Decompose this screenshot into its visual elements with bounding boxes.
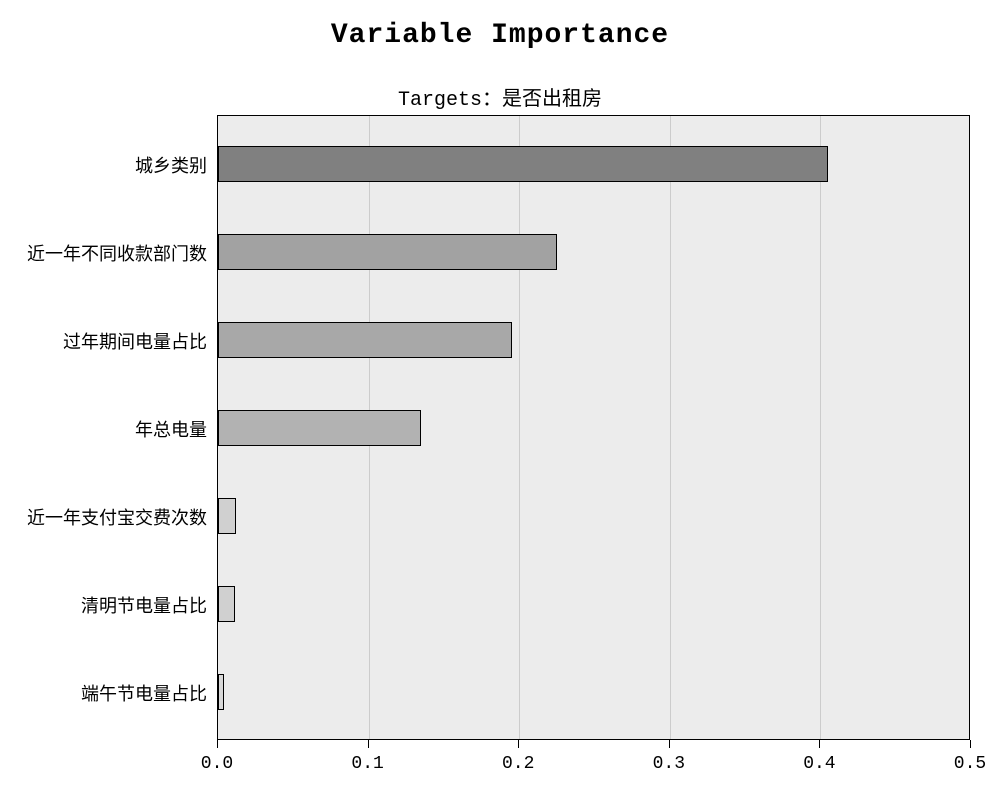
- x-tick-mark: [819, 740, 820, 748]
- bar-3: [218, 410, 421, 446]
- plot-area: [217, 115, 970, 740]
- x-tick-mark: [217, 740, 218, 748]
- bar-0: [218, 146, 828, 182]
- x-gridline: [820, 116, 821, 739]
- subtitle-prefix: Targets：: [398, 89, 502, 112]
- x-tick-label: 0.1: [343, 754, 393, 774]
- bar-6: [218, 674, 224, 710]
- bar-4: [218, 498, 236, 534]
- x-tick-label: 0.5: [945, 754, 995, 774]
- x-tick-label: 0.4: [794, 754, 844, 774]
- y-axis-label-0: 城乡类别: [135, 152, 207, 178]
- x-gridline: [670, 116, 671, 739]
- y-axis-label-4: 近一年支付宝交费次数: [27, 504, 207, 530]
- x-gridline: [519, 116, 520, 739]
- x-tick-mark: [970, 740, 971, 748]
- bar-2: [218, 322, 512, 358]
- x-tick-mark: [518, 740, 519, 748]
- bar-1: [218, 234, 557, 270]
- x-tick-label: 0.3: [644, 754, 694, 774]
- bar-5: [218, 586, 235, 622]
- x-tick-label: 0.2: [493, 754, 543, 774]
- x-tick-mark: [368, 740, 369, 748]
- chart-subtitle: Targets：是否出租房: [0, 82, 1000, 112]
- y-axis-label-2: 过年期间电量占比: [63, 328, 207, 354]
- chart-title: Variable Importance: [0, 20, 1000, 51]
- y-axis-label-1: 近一年不同收款部门数: [27, 240, 207, 266]
- x-tick-label: 0.0: [192, 754, 242, 774]
- y-axis-label-3: 年总电量: [135, 416, 207, 442]
- x-tick-mark: [669, 740, 670, 748]
- subtitle-value: 是否出租房: [502, 89, 602, 112]
- y-axis-label-6: 端午节电量占比: [81, 680, 207, 706]
- y-axis-label-5: 清明节电量占比: [81, 592, 207, 618]
- variable-importance-chart: Variable Importance Targets：是否出租房 城乡类别近一…: [0, 0, 1000, 798]
